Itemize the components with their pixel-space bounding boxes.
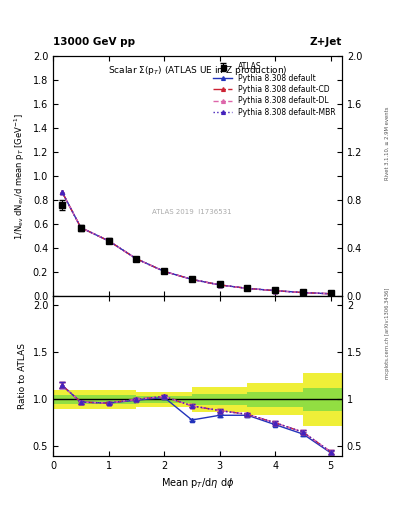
Pythia 8.308 default-DL [134,255,139,262]
Pythia 8.308 default-CD [162,268,167,274]
Pythia 8.308 default-MBR [329,291,333,297]
Pythia 8.308 default [245,285,250,291]
Pythia 8.308 default [79,225,83,231]
Text: 13000 GeV pp: 13000 GeV pp [53,37,135,47]
Pythia 8.308 default-CD [217,282,222,288]
Text: Scalar $\Sigma$(p$_T$) (ATLAS UE in Z production): Scalar $\Sigma$(p$_T$) (ATLAS UE in Z pr… [108,63,287,76]
Pythia 8.308 default [134,255,139,262]
Y-axis label: 1/N$_\mathregular{ev}$ dN$_\mathregular{ev}$/d mean p$_T$ [GeV$^{-1}$]: 1/N$_\mathregular{ev}$ dN$_\mathregular{… [13,113,27,240]
Pythia 8.308 default-DL [162,268,167,274]
Pythia 8.308 default [301,289,305,295]
Text: Rivet 3.1.10, ≥ 2.9M events: Rivet 3.1.10, ≥ 2.9M events [385,106,390,180]
Bar [303,373,342,425]
Pythia 8.308 default-CD [245,285,250,291]
Pythia 8.308 default-MBR [301,289,305,295]
Text: mcplots.cern.ch [arXiv:1306.3436]: mcplots.cern.ch [arXiv:1306.3436] [385,287,390,378]
Line: Pythia 8.308 default: Pythia 8.308 default [60,189,333,296]
Pythia 8.308 default [106,238,111,244]
Pythia 8.308 default-MBR [134,255,139,262]
Pythia 8.308 default-DL [217,282,222,288]
Line: Pythia 8.308 default-MBR: Pythia 8.308 default-MBR [60,189,333,296]
Pythia 8.308 default-MBR [217,282,222,288]
Pythia 8.308 default [189,276,194,283]
Bar [248,392,303,407]
Pythia 8.308 default-DL [60,188,64,195]
Bar [248,383,303,415]
Text: Z+Jet: Z+Jet [310,37,342,47]
Pythia 8.308 default-MBR [60,188,64,195]
Pythia 8.308 default-CD [301,289,305,295]
Pythia 8.308 default [162,268,167,274]
Pythia 8.308 default-CD [189,276,194,283]
Pythia 8.308 default-CD [273,288,277,294]
Pythia 8.308 default-MBR [189,276,194,283]
Pythia 8.308 default-CD [60,188,64,195]
Bar [192,387,248,412]
Pythia 8.308 default-MBR [79,225,83,231]
Line: Pythia 8.308 default-CD: Pythia 8.308 default-CD [60,189,333,296]
Line: Pythia 8.308 default-DL: Pythia 8.308 default-DL [60,189,333,296]
Bar [192,394,248,405]
Pythia 8.308 default-CD [79,225,83,231]
Pythia 8.308 default-MBR [162,268,167,274]
Pythia 8.308 default-DL [79,225,83,231]
Legend: ATLAS, Pythia 8.308 default, Pythia 8.308 default-CD, Pythia 8.308 default-DL, P: ATLAS, Pythia 8.308 default, Pythia 8.30… [211,60,338,119]
Bar [53,395,136,404]
Bar [303,388,342,411]
Pythia 8.308 default-DL [329,291,333,297]
Pythia 8.308 default [60,188,64,195]
Bar [136,396,192,403]
Pythia 8.308 default-CD [134,255,139,262]
Pythia 8.308 default [217,282,222,288]
Pythia 8.308 default-MBR [273,288,277,294]
X-axis label: Mean p$_T$/d$\eta$ d$\phi$: Mean p$_T$/d$\eta$ d$\phi$ [161,476,234,490]
Pythia 8.308 default [329,291,333,297]
Text: ATLAS 2019  I1736531: ATLAS 2019 I1736531 [152,209,231,216]
Pythia 8.308 default-CD [329,291,333,297]
Pythia 8.308 default-DL [245,285,250,291]
Pythia 8.308 default-MBR [106,238,111,244]
Pythia 8.308 default-MBR [245,285,250,291]
Pythia 8.308 default-DL [106,238,111,244]
Pythia 8.308 default-CD [106,238,111,244]
Bar [136,392,192,407]
Y-axis label: Ratio to ATLAS: Ratio to ATLAS [18,343,27,409]
Pythia 8.308 default-DL [273,288,277,294]
Pythia 8.308 default-DL [301,289,305,295]
Pythia 8.308 default [273,288,277,294]
Bar [53,390,136,409]
Pythia 8.308 default-DL [189,276,194,283]
